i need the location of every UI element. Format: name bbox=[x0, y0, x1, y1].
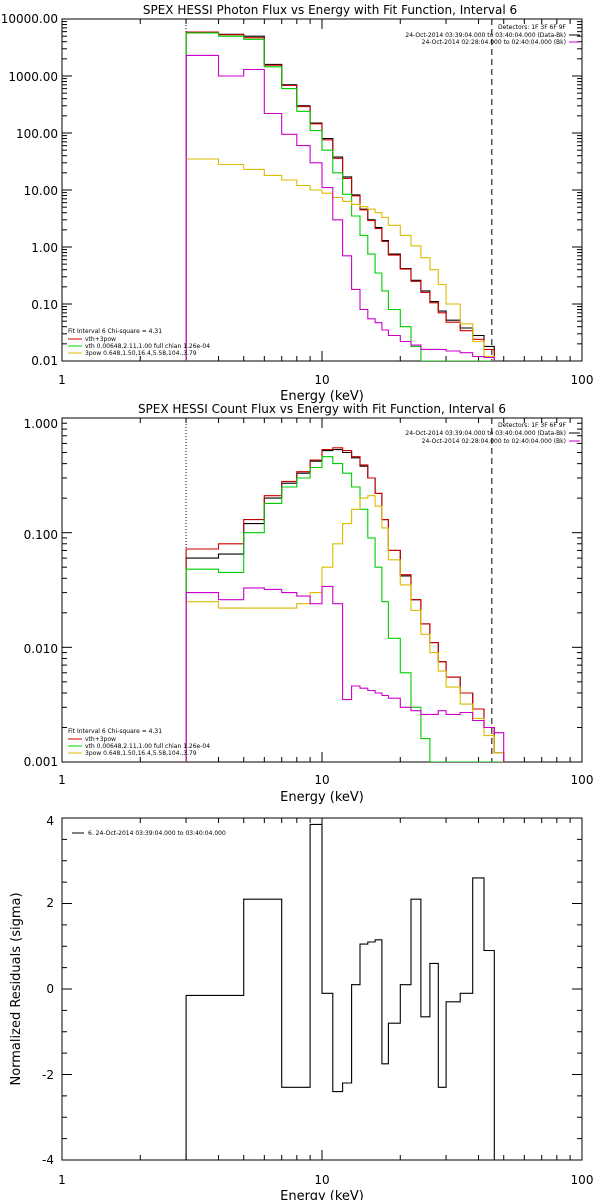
count-flux-ytick-0.1: 0.100 bbox=[24, 528, 58, 542]
residuals-xtick-100: 100 bbox=[571, 1173, 594, 1187]
photon-flux-legend-detectors: Detectors: 1F 3F 6F 9F bbox=[498, 24, 567, 31]
residuals-xtick-10: 10 bbox=[314, 1173, 329, 1187]
photon-flux-ytick-0.01: 0.01 bbox=[31, 354, 58, 368]
count-flux-legend-fit: Fit Interval 6 Chi-square = 4.31 vth+3po… bbox=[68, 728, 210, 757]
residuals-ytick-4: 4 bbox=[46, 814, 54, 828]
photon-flux-legend-data: 24-Oct-2014 03:39:04.000 to 03:40:04.000… bbox=[405, 32, 566, 39]
photon-flux-ytick-10000: 10000.00 bbox=[1, 12, 58, 26]
photon-flux-ytick-100: 100.00 bbox=[16, 127, 58, 141]
count-flux-series-4 bbox=[185, 585, 505, 762]
photon-flux-ytick-1000: 1000.00 bbox=[8, 70, 58, 84]
photon-flux-legend-bk: 24-Oct-2014 02:28:04.000 to 02:40:04.000… bbox=[422, 39, 566, 46]
photon-flux-legend-vth: vth 0.00648,2.11,1.00 full chian 1.26e-0… bbox=[85, 343, 210, 350]
residuals-ytick-2: 2 bbox=[46, 896, 54, 910]
count-flux-legend-detectors: Detectors: 1F 3F 6F 9F bbox=[498, 422, 567, 429]
count-flux-legend-bk: 24-Oct-2014 02:28:04.000 to 02:40:04.000… bbox=[422, 438, 566, 445]
count-flux-legend-vth: vth 0.00648,2.11,1.00 full chian 1.26e-0… bbox=[85, 743, 210, 750]
count-flux-ytick-0.01: 0.010 bbox=[24, 642, 58, 656]
count-flux-ytick-1: 1.000 bbox=[24, 417, 58, 431]
residuals-ytick-neg4: -4 bbox=[42, 1153, 54, 1167]
photon-flux-legend-vth3pow: vth+3pow bbox=[85, 336, 116, 343]
photon-flux-legend-3pow: 3pow 0.648,1.50,16.4,5.58,104.,3.79 bbox=[85, 350, 197, 357]
count-flux-legend-vth3pow: vth+3pow bbox=[85, 736, 116, 743]
photon-flux-title: SPEX HESSI Photon Flux vs Energy with Fi… bbox=[143, 3, 517, 17]
count-flux-legend-fit-header: Fit Interval 6 Chi-square = 4.31 bbox=[68, 728, 162, 735]
residuals-series-0 bbox=[185, 823, 495, 1160]
residuals-legend: 6. 24-Oct-2014 03:39:04.000 to 03:40:04.… bbox=[72, 830, 226, 837]
photon-flux-ytick-10: 10.00 bbox=[24, 184, 58, 198]
count-flux-xlabel: Energy (keV) bbox=[280, 790, 364, 805]
photon-flux-series-3 bbox=[185, 158, 495, 361]
residuals-ytick-neg2: -2 bbox=[42, 1068, 54, 1082]
count-flux-panel: SPEX HESSI Count Flux vs Energy with Fit… bbox=[24, 402, 594, 805]
residuals-panel: 1 10 100 Energy (keV) 4 2 0 -2 -4 Normal… bbox=[9, 814, 593, 1200]
residuals-xlabel: Energy (keV) bbox=[280, 1189, 364, 1200]
count-flux-legend-top: Detectors: 1F 3F 6F 9F 24-Oct-2014 03:39… bbox=[405, 422, 580, 445]
residuals-legend-label: 6. 24-Oct-2014 03:39:04.000 to 03:40:04.… bbox=[88, 830, 226, 837]
count-flux-title: SPEX HESSI Count Flux vs Energy with Fit… bbox=[138, 402, 506, 416]
photon-flux-legend-fit: Fit Interval 6 Chi-square = 4.31 vth+3po… bbox=[68, 328, 210, 357]
photon-flux-xtick-100: 100 bbox=[571, 373, 594, 387]
photon-flux-series-2 bbox=[185, 32, 495, 361]
count-flux-series-1 bbox=[185, 447, 505, 762]
photon-flux-ytick-1: 1.00 bbox=[31, 241, 58, 255]
photon-flux-series bbox=[185, 31, 495, 361]
count-flux-series-3 bbox=[185, 495, 505, 762]
photon-flux-legend-top: Detectors: 1F 3F 6F 9F 24-Oct-2014 03:39… bbox=[405, 24, 580, 46]
photon-flux-xtick-10: 10 bbox=[314, 373, 329, 387]
photon-flux-ytick-0.1: 0.10 bbox=[31, 298, 58, 312]
count-flux-xtick-1: 1 bbox=[58, 773, 66, 787]
count-flux-legend-3pow: 3pow 0.648,1.50,16.4,5.58,104.,3.79 bbox=[85, 750, 197, 757]
count-flux-series bbox=[185, 447, 505, 762]
residuals-ytick-0: 0 bbox=[46, 982, 54, 996]
count-flux-legend-data: 24-Oct-2014 03:39:04.000 to 03:40:04.000… bbox=[405, 430, 566, 437]
residuals-series bbox=[185, 823, 495, 1160]
photon-flux-panel: SPEX HESSI Photon Flux vs Energy with Fi… bbox=[1, 3, 594, 404]
photon-flux-legend-fit-header: Fit Interval 6 Chi-square = 4.31 bbox=[68, 328, 162, 335]
photon-flux-xlabel: Energy (keV) bbox=[280, 389, 364, 404]
count-flux-xtick-100: 100 bbox=[571, 773, 594, 787]
count-flux-ytick-0.001: 0.001 bbox=[24, 755, 58, 769]
count-flux-xtick-10: 10 bbox=[314, 773, 329, 787]
count-flux-axes bbox=[61, 417, 583, 763]
photon-flux-xtick-1: 1 bbox=[58, 373, 66, 387]
residuals-ylabel: Normalized Residuals (sigma) bbox=[9, 892, 24, 1085]
residuals-xtick-1: 1 bbox=[58, 1173, 66, 1187]
photon-flux-series-4 bbox=[185, 54, 495, 361]
